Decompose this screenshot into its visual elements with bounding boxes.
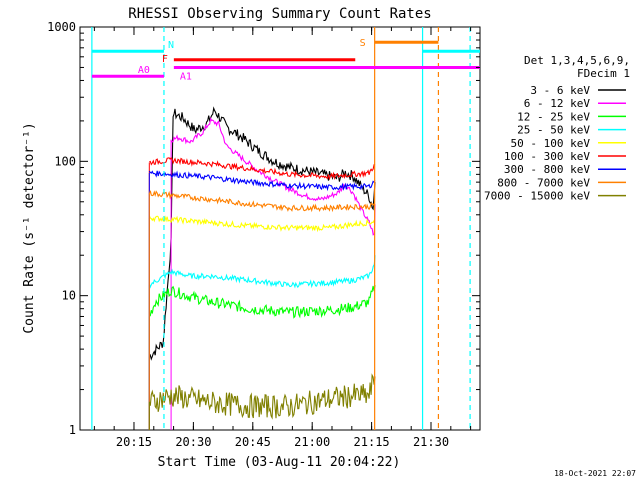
series-line <box>149 157 376 181</box>
plot-border <box>79 26 481 431</box>
y-tick-label: 10 <box>62 289 76 303</box>
axis-layer: 1 10 100 1000 20:15 20:30 20:45 21:00 21:15 21:30 <box>47 20 480 449</box>
legend-label: 3 - 6 keV <box>530 84 590 97</box>
state-bar-label: N <box>168 40 174 51</box>
marker-layer: F A0 A1 N S <box>91 27 480 430</box>
y-tick-label: 1 <box>69 423 76 437</box>
state-bar-label: A1 <box>180 71 192 82</box>
legend-label: 25 - 50 keV <box>517 124 590 137</box>
legend-label: 100 - 300 keV <box>504 150 590 163</box>
state-bar-label: S <box>360 38 366 49</box>
state-bar-label: A0 <box>138 65 150 76</box>
x-tick-label: 20:30 <box>175 435 211 449</box>
legend-label: 800 - 7000 keV <box>497 176 590 189</box>
legend-header-line1: Det 1,3,4,5,6,9, <box>524 54 630 67</box>
series-line <box>149 284 376 319</box>
series-line <box>170 116 376 236</box>
series-layer <box>148 106 376 430</box>
legend-label: 7000 - 15000 keV <box>484 190 590 203</box>
y-axis-label: Count Rate (s⁻¹ detector⁻¹) <box>22 122 37 333</box>
state-bar-label: F <box>162 54 168 65</box>
x-tick-label: 21:15 <box>354 435 390 449</box>
x-tick-label: 21:30 <box>413 435 449 449</box>
x-tick-label: 20:45 <box>235 435 271 449</box>
legend-header-line2: FDecim 1 <box>577 67 630 80</box>
series-line <box>148 190 376 213</box>
series-line <box>148 373 376 420</box>
legend-label: 50 - 100 keV <box>511 137 591 150</box>
series-line <box>148 106 376 361</box>
x-axis-label: Start Time (03-Aug-11 20:04:22) <box>158 455 401 470</box>
x-tick-label: 21:00 <box>294 435 330 449</box>
y-tick-label: 1000 <box>47 20 76 34</box>
legend-label: 300 - 800 keV <box>504 163 590 176</box>
plot-frame <box>79 26 481 431</box>
legend-label: 6 - 12 keV <box>524 97 591 110</box>
series-line <box>148 215 376 233</box>
series-line <box>148 255 376 289</box>
legend-label: 12 - 25 keV <box>517 110 590 123</box>
y-tick-label: 100 <box>54 154 76 168</box>
series-line <box>148 170 376 192</box>
chart-title: RHESSI Observing Summary Count Rates <box>128 6 431 22</box>
timestamp: 18-Oct-2021 22:07 <box>554 469 636 478</box>
x-tick-label: 20:15 <box>116 435 152 449</box>
